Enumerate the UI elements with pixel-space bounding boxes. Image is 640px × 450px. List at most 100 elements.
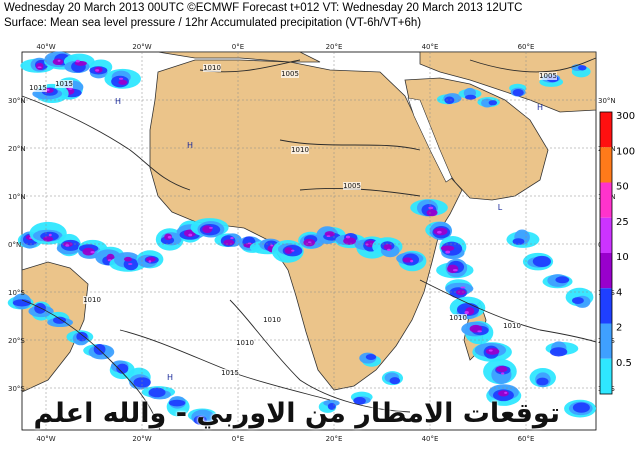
precip-cell [477, 330, 482, 333]
lon-tick-bottom-label: 60°E [518, 435, 535, 443]
precip-cell [35, 62, 44, 70]
africa-land [149, 59, 463, 391]
precip-cell [37, 66, 42, 69]
legend-label: 100 [616, 146, 635, 157]
pressure-center-label: H [187, 141, 193, 150]
precip-cell [572, 402, 590, 413]
precip-cell [497, 390, 509, 397]
precip-cell [460, 286, 466, 289]
precip-cell [343, 237, 357, 245]
precip-cell [284, 247, 293, 254]
precip-cell [107, 259, 112, 262]
isobar-label: 1015 [221, 369, 239, 377]
precip-cell [188, 233, 193, 237]
lat-tick-left-label: 30°S [8, 385, 25, 393]
precip-cell [383, 244, 392, 250]
legend-swatch [600, 358, 612, 394]
legend-swatch [600, 253, 612, 289]
pressure-center-label: H [115, 97, 121, 106]
legend-label: 4 [616, 287, 622, 298]
header-subtitle-line: Surface: Mean sea level pressure / 12hr … [4, 17, 422, 29]
precip-cell [43, 236, 54, 242]
legend-swatch [600, 323, 612, 359]
precip-cell [82, 247, 95, 256]
precip-cell [389, 377, 401, 385]
precip-cell [387, 248, 391, 252]
isobar-label-bg [503, 322, 521, 330]
isobar-label-bg [203, 64, 221, 72]
precip-cell [353, 396, 366, 405]
precip-cell [512, 238, 525, 245]
legend-swatch [600, 182, 612, 218]
precip-cell [118, 77, 124, 80]
isobar-label-bg [221, 369, 239, 377]
lon-tick-top-label: 20°W [132, 43, 151, 51]
precip-cell [455, 289, 466, 296]
precip-cell [452, 268, 458, 272]
isobar-label: 1005 [281, 70, 299, 78]
precip-cell [465, 94, 477, 100]
precip-cell [12, 299, 31, 307]
precip-cell [549, 347, 568, 357]
isobar-label: 1010 [203, 64, 221, 72]
precip-cell [496, 366, 508, 373]
lat-tick-left-label: 20°S [8, 337, 25, 345]
lat-tick-left-label: 10°S [8, 289, 25, 297]
legend-label: 0.5 [616, 358, 632, 369]
lat-tick-left-label: 10°N [8, 193, 26, 201]
precip-cell [488, 349, 493, 352]
precip-cell [148, 387, 166, 398]
precip-cell [572, 297, 584, 305]
legend-swatch [600, 217, 612, 253]
precip-cell [307, 241, 312, 244]
pressure-center-label: H [537, 103, 543, 112]
isobar-line [21, 95, 191, 191]
precip-cell [291, 249, 295, 252]
precip-cell [123, 256, 133, 262]
precip-cell [208, 227, 213, 229]
precip-cell [65, 244, 70, 247]
precip-cell [167, 235, 172, 239]
precip-cell [437, 230, 442, 234]
precip-cell [76, 331, 88, 342]
isobar-label: 1015 [29, 84, 47, 92]
precip-cell [148, 260, 152, 263]
precip-cell [133, 377, 151, 388]
isobar-label-bg [83, 296, 101, 304]
pressure-centers: H H L H H [115, 97, 543, 382]
precip-cell [485, 348, 500, 355]
precip-cell [536, 377, 549, 386]
precip-cell [402, 257, 413, 263]
precip-cell [410, 259, 414, 263]
isobar-label-bg [539, 72, 557, 80]
precip-cell [118, 79, 128, 85]
legend-swatch [600, 147, 612, 183]
precip-cell [75, 59, 80, 63]
legend-swatch [600, 288, 612, 324]
isobar-label: 1010 [291, 146, 309, 154]
legend-label: 2 [616, 323, 622, 334]
isobar-line [279, 139, 421, 151]
precip-cell [444, 96, 455, 104]
isobar-label: 1010 [83, 296, 101, 304]
precip-cell [365, 354, 377, 360]
precip-cell [202, 225, 213, 234]
legend-frame [599, 111, 613, 395]
pressure-center-label: L [498, 203, 503, 212]
isobar-line [119, 329, 331, 401]
isobar-line [21, 299, 161, 431]
isobar-label-bg [291, 146, 309, 154]
precip-cell [48, 233, 52, 237]
isobar-label: 1010 [263, 316, 281, 324]
precip-cell [193, 415, 207, 425]
lon-tick-top-label: 40°W [36, 43, 55, 51]
lon-tick-top-label: 40°E [422, 43, 439, 51]
isobar-label-bg [55, 80, 73, 88]
precip-cell [464, 311, 469, 315]
isobar-label-bg [263, 316, 281, 324]
lat-tick-left-label: 20°N [8, 145, 26, 153]
isobar-label-bg [343, 182, 361, 190]
isobar-label-bg [29, 84, 47, 92]
legend-label: 50 [616, 182, 629, 193]
